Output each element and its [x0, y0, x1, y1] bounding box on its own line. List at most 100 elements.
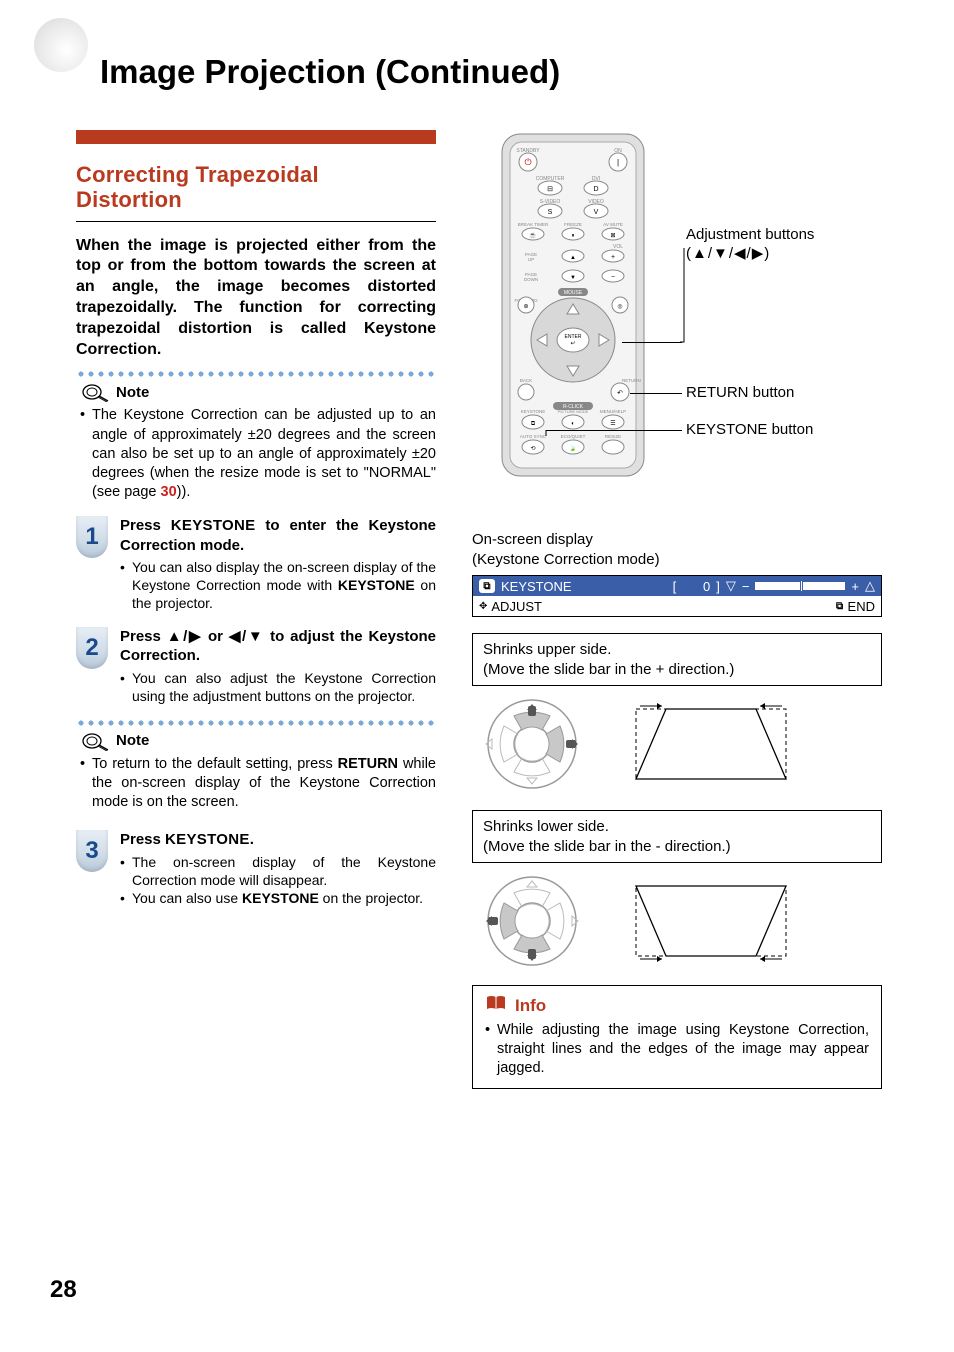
info-list: While adjusting the image using Keystone…: [485, 1021, 869, 1078]
action-box-upper: Shrinks upper side. (Move the slide bar …: [472, 633, 882, 686]
callout-elbow-keystone: [542, 430, 552, 440]
step3-lead: Press KEYSTONE.: [120, 831, 254, 848]
step2-lead: Press ▲/▶ or ◀/▼ to adjust the Keystone …: [120, 628, 436, 665]
down-triangle-icon: ▽: [726, 578, 736, 594]
callout-adjustment: Adjustment buttons (▲/▼/◀/▶): [686, 226, 814, 264]
section-red-bar: [76, 130, 436, 144]
step-badge-2: 2: [76, 627, 108, 669]
dotted-divider: [76, 370, 436, 378]
svg-text:MENU/HELP: MENU/HELP: [600, 409, 626, 414]
dpad-upper: [472, 694, 592, 794]
info-head: Info: [485, 994, 869, 1017]
book-icon: [485, 994, 507, 1017]
dpad-lower: [472, 871, 592, 971]
osd-plus: +: [851, 579, 859, 594]
svg-text:AV MUTE: AV MUTE: [603, 222, 623, 227]
svg-text:⏻: ⏻: [524, 157, 531, 167]
trapezoid-lower: [616, 871, 806, 971]
page-corner-decor: [34, 18, 88, 72]
info-label: Info: [515, 996, 546, 1016]
step3-bullet2: You can also use KEYSTONE on the project…: [120, 889, 436, 907]
step3-bullet1: The on-screen display of the Keystone Co…: [120, 853, 436, 889]
svg-text:D: D: [593, 186, 598, 193]
action-row-upper: [472, 694, 882, 794]
svg-text:↵: ↵: [570, 341, 575, 347]
action-box-lower: Shrinks lower side. (Move the slide bar …: [472, 810, 882, 863]
osd-caption: On-screen display (Keystone Correction m…: [472, 530, 882, 569]
step1-bullet: You can also display the on-screen displ…: [120, 558, 436, 613]
osd-end: END: [848, 599, 875, 614]
heading-rule: [76, 221, 436, 222]
right-column: STANDBY ON ⏻ | COMPUTER DVI ⊟ D S-VIDEO …: [472, 130, 882, 1089]
svg-text:BACK: BACK: [520, 378, 532, 383]
svg-text:S: S: [548, 209, 553, 216]
osd-bottom-row: ✥ ADJUST ⧉ END: [473, 596, 881, 616]
svg-text:🍃: 🍃: [569, 444, 576, 452]
callout-line-keystone: [546, 430, 682, 431]
note1-item: The Keystone Correction can be adjusted …: [80, 406, 436, 502]
note1-text-b: )).: [177, 484, 191, 500]
step-3: 3 Press KEYSTONE. The on-screen display …: [76, 830, 436, 907]
step-3-body: Press KEYSTONE. The on-screen display of…: [120, 830, 436, 907]
svg-text:PICTURE MODE: PICTURE MODE: [558, 409, 589, 414]
note-label: Note: [116, 384, 149, 401]
svg-text:UP: UP: [528, 257, 534, 262]
callout-return: RETURN button: [686, 384, 794, 403]
note1-list: The Keystone Correction can be adjusted …: [76, 406, 436, 502]
step-badge-1: 1: [76, 516, 108, 558]
svg-text:☕: ☕: [529, 231, 537, 239]
osd-minus: −: [742, 579, 750, 594]
note-header-1: Note: [82, 382, 436, 402]
step-1: 1 Press KEYSTONE to enter the Keystone C…: [76, 516, 436, 613]
remote-area: STANDBY ON ⏻ | COMPUTER DVI ⊟ D S-VIDEO …: [472, 130, 882, 510]
step-2-body: Press ▲/▶ or ◀/▼ to adjust the Keystone …: [120, 627, 436, 705]
callout-keystone: KEYSTONE button: [686, 421, 813, 440]
note-label-2: Note: [116, 732, 149, 749]
up-triangle-icon: △: [865, 578, 875, 594]
svg-text:RESIZE: RESIZE: [605, 434, 621, 439]
svg-text:↶: ↶: [617, 390, 623, 397]
svg-text:VOL: VOL: [613, 244, 623, 250]
svg-text:ENTER: ENTER: [565, 334, 582, 340]
info-box: Info While adjusting the image using Key…: [472, 985, 882, 1089]
keystone-small-icon: ⧉: [832, 599, 848, 613]
note2-list: To return to the default setting, press …: [76, 755, 436, 812]
page-title: Image Projection (Continued): [100, 53, 560, 91]
remote-illustration: STANDBY ON ⏻ | COMPUTER DVI ⊟ D S-VIDEO …: [498, 130, 648, 480]
svg-text:⊠: ⊠: [610, 233, 615, 239]
keystone-icon: ⧉: [479, 579, 495, 593]
adjust-arrows-icon: ✥: [479, 601, 487, 612]
osd-bar: ⧉ KEYSTONE [ 0 ] ▽ − + △ ✥ ADJUST ⧉ END: [472, 575, 882, 617]
page-ref-30: 30: [161, 484, 177, 500]
content-columns: Correcting Trapezoidal Distortion When t…: [76, 130, 896, 1089]
svg-text:+: +: [611, 254, 615, 261]
info-item: While adjusting the image using Keystone…: [485, 1021, 869, 1078]
callout-line-return: [630, 393, 682, 394]
dotted-divider-2: [76, 719, 436, 727]
step-badge-3: 3: [76, 830, 108, 872]
svg-text:V: V: [594, 209, 599, 216]
note-header-2: Note: [82, 731, 436, 751]
step-2: 2 Press ▲/▶ or ◀/▼ to adjust the Keyston…: [76, 627, 436, 705]
action-row-lower: [472, 871, 882, 971]
svg-text:DOWN: DOWN: [524, 277, 538, 282]
section-heading-l1: Correcting Trapezoidal: [76, 162, 319, 187]
svg-text:◐: ◐: [571, 421, 575, 427]
note1-text-a: The Keystone Correction can be adjusted …: [92, 407, 436, 500]
svg-text:⏸: ⏸: [571, 233, 574, 239]
intro-paragraph: When the image is projected either from …: [76, 236, 436, 361]
svg-text:RETURN: RETURN: [622, 378, 641, 383]
svg-text:−: −: [611, 274, 615, 281]
svg-text:BREAK TIMER: BREAK TIMER: [518, 222, 549, 227]
step-1-body: Press KEYSTONE to enter the Keystone Cor…: [120, 516, 436, 613]
osd-adjust: ADJUST: [491, 599, 542, 614]
svg-text:|: |: [617, 158, 619, 167]
svg-text:☰: ☰: [610, 420, 615, 427]
svg-text:⧉: ⧉: [531, 421, 536, 427]
step2-bullet: You can also adjust the Keystone Correct…: [120, 669, 436, 705]
osd-value: 0: [682, 579, 710, 594]
svg-text:KEYSTONE: KEYSTONE: [521, 409, 545, 414]
svg-text:⟲: ⟲: [530, 446, 535, 452]
note-icon-2: [82, 731, 110, 751]
callout-elbow-adj: [680, 248, 688, 344]
